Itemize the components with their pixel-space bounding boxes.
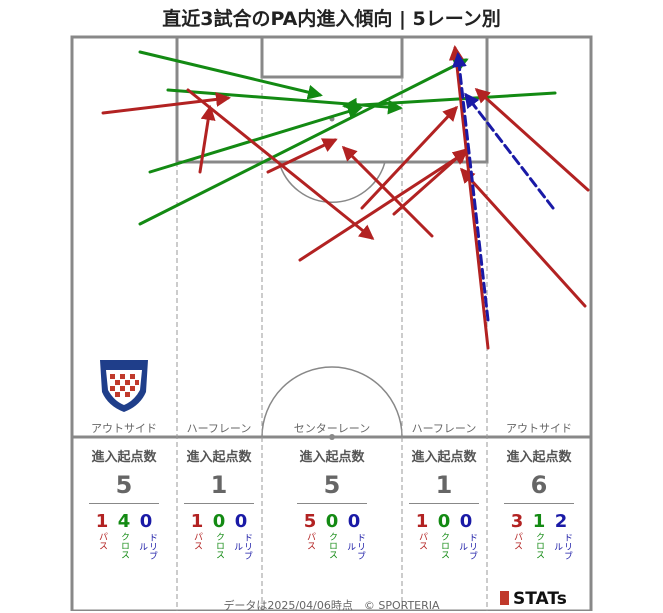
stats-dribble-label: ドリブル	[232, 533, 252, 560]
stats-header: 進入起点数	[299, 450, 365, 465]
stats-pass-label: パス	[512, 532, 522, 550]
stats-cross-label: クロス	[534, 532, 544, 559]
stats-pass-count: 3	[510, 511, 524, 532]
goal-area	[260, 35, 404, 79]
cross-arrow	[138, 58, 469, 226]
cross-arrow	[342, 91, 557, 113]
stats-pass-count: 1	[415, 511, 429, 532]
lane-label-halfspace-left: ハーフレーン	[187, 422, 252, 435]
stats-cross-count: 1	[532, 511, 546, 532]
stats-pass-count: 1	[95, 511, 109, 532]
team-crest	[100, 360, 148, 412]
entry-arrows	[101, 45, 590, 350]
stats-dribble-count: 0	[459, 511, 473, 532]
pass-arrow	[392, 148, 469, 216]
stats-dribble-label: ドリブル	[345, 533, 365, 560]
lane-stats-halfspace-left: 進入起点数 1 1 パス 0 クロス 0 ドリブル	[181, 446, 257, 560]
stats-cross-label: クロス	[214, 532, 224, 559]
stats-dribble-label: ドリブル	[457, 533, 477, 560]
stats-cross-count: 4	[117, 511, 131, 532]
stats-divider	[184, 503, 254, 504]
stats-dribble-label: ドリブル	[137, 533, 157, 560]
cross-arrow	[148, 104, 363, 174]
stats-cross-label: クロス	[439, 532, 449, 559]
stats-header: 進入起点数	[411, 450, 477, 465]
lane-stats-outside-right: 進入起点数 6 3 パス 1 クロス 2 ドリブル	[501, 446, 577, 560]
pass-arrow	[101, 91, 231, 115]
lane-label-outside-right: アウトサイド	[506, 422, 572, 435]
stats-dribble-label: ドリブル	[552, 533, 572, 560]
brand-mark-icon	[500, 591, 509, 605]
stats-divider	[504, 503, 574, 504]
pass-arrow	[448, 45, 490, 350]
stats-dribble-count: 0	[139, 511, 153, 532]
stats-divider	[409, 503, 479, 504]
stats-dribble-count: 2	[554, 511, 568, 532]
pass-arrow	[186, 88, 375, 240]
stats-pass-count: 5	[303, 511, 317, 532]
stats-dribble-count: 0	[347, 511, 361, 532]
stats-cross-count: 0	[437, 511, 451, 532]
stats-divider	[297, 503, 367, 504]
stats-pass-label: パス	[97, 532, 107, 550]
brand-logo: STATs	[500, 589, 567, 609]
stats-pass-label: パス	[417, 532, 427, 550]
pass-arrow	[298, 150, 469, 262]
center-spot	[329, 434, 335, 440]
stats-dribble-count: 0	[234, 511, 248, 532]
lane-label-center: センターレーン	[294, 422, 370, 435]
data-footnote: データは2025/04/06時点 © SPORTERIA	[223, 599, 440, 612]
pass-arrow	[459, 167, 587, 308]
pass-arrow	[360, 105, 459, 210]
stats-total: 1	[210, 471, 228, 499]
pass-arrow	[341, 145, 434, 238]
stats-cross-count: 0	[212, 511, 226, 532]
pass-arrow	[198, 105, 216, 174]
center-circle	[261, 366, 403, 438]
lane-stats-halfspace-right: 進入起点数 1 1 パス 0 クロス 0 ドリブル	[406, 446, 482, 560]
dribble-arrow	[451, 52, 490, 322]
stats-divider	[89, 503, 159, 504]
stats-total: 6	[530, 471, 548, 499]
stats-total: 5	[115, 471, 133, 499]
stats-pass-count: 1	[190, 511, 204, 532]
lane-labels: アウトサイド ハーフレーン センターレーン ハーフレーン アウトサイド	[91, 422, 572, 435]
dribble-arrow	[464, 92, 555, 210]
stats-cross-label: クロス	[327, 532, 337, 559]
stats-pass-label: パス	[192, 532, 202, 550]
penalty-arc	[278, 161, 386, 204]
stats-header: 進入起点数	[186, 450, 252, 465]
lane-stats-outside-left: 進入起点数 5 1 パス 4 クロス 0 ドリブル	[86, 446, 162, 560]
brand-text: STATs	[513, 589, 567, 609]
stats-header: 進入起点数	[91, 450, 157, 465]
stats-total: 5	[323, 471, 341, 499]
stats-cross-label: クロス	[119, 532, 129, 559]
lane-stats-center: 進入起点数 5 5 パス 0 クロス 0 ドリブル	[294, 446, 370, 560]
stats-pass-label: パス	[305, 532, 315, 550]
lane-label-outside-left: アウトサイド	[91, 422, 157, 435]
pass-arrow	[266, 138, 338, 174]
chart-title: 直近3試合のPA内進入傾向 | 5レーン別	[162, 8, 501, 30]
lane-label-halfspace-right: ハーフレーン	[412, 422, 477, 435]
stats-header: 進入起点数	[506, 450, 572, 465]
stats-cross-count: 0	[325, 511, 339, 532]
pass-arrow	[474, 87, 590, 192]
stats-total: 1	[435, 471, 453, 499]
cross-arrow	[138, 50, 323, 100]
